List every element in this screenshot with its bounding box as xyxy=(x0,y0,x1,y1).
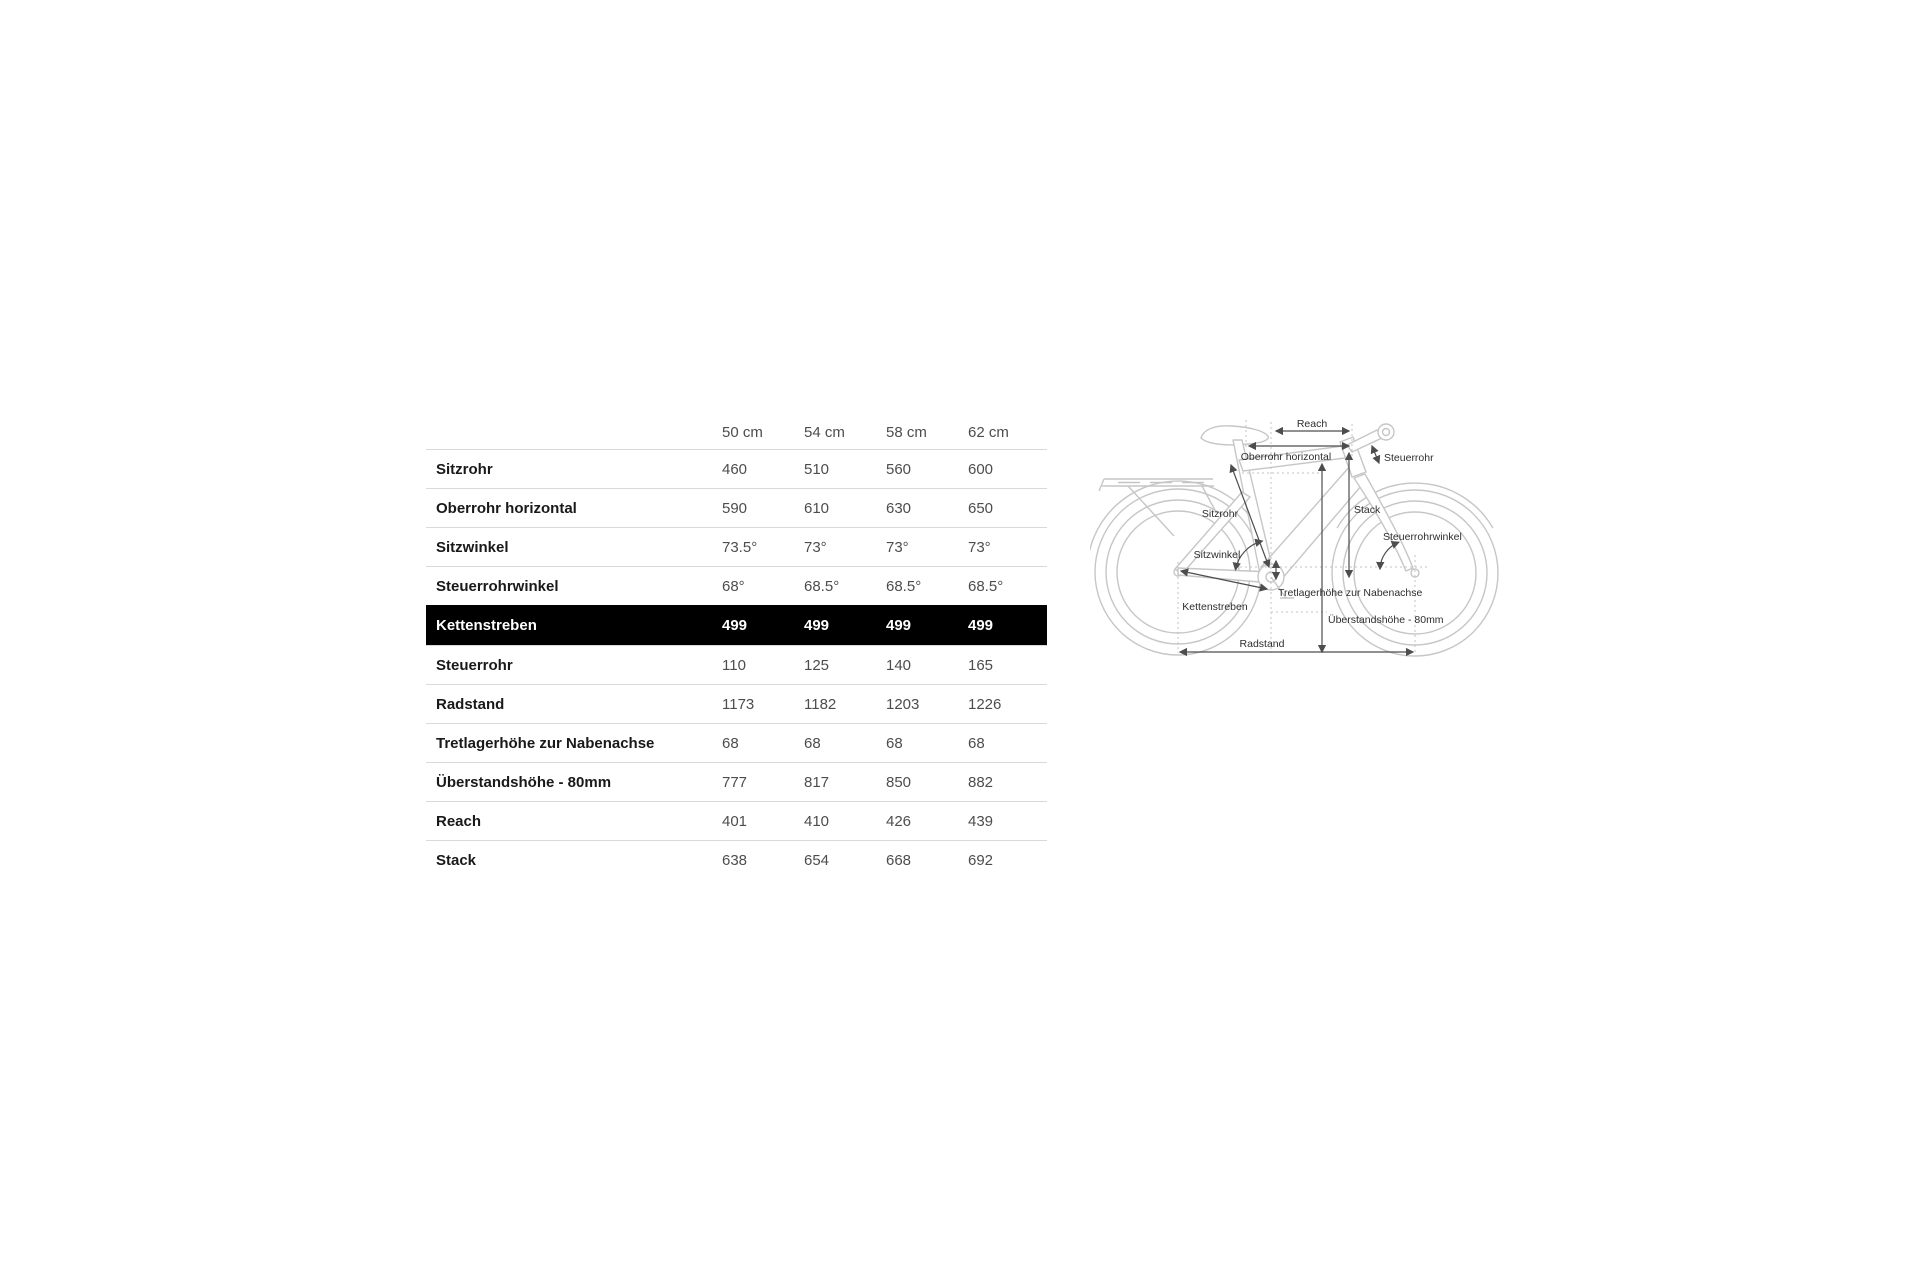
reference-lines xyxy=(1177,420,1430,653)
row-label: Radstand xyxy=(436,695,505,713)
rear-rack xyxy=(1098,478,1217,537)
row-value: 692 xyxy=(968,851,994,869)
row-label: Stack xyxy=(436,851,477,869)
row-value: 638 xyxy=(722,851,748,869)
row-value: 73.5° xyxy=(722,538,758,556)
saddle xyxy=(1200,425,1269,446)
down-tube xyxy=(1261,464,1368,581)
row-label: Sitzwinkel xyxy=(436,538,509,556)
table-header-row: 50 cm 54 cm 58 cm 62 cm xyxy=(426,415,1047,449)
row-value: 426 xyxy=(886,812,912,830)
row-value: 140 xyxy=(886,656,912,674)
label-ueberstandshoehe: Überstandshöhe - 80mm xyxy=(1328,614,1444,626)
label-steuerrohrwinkel: Steuerrohrwinkel xyxy=(1383,531,1462,543)
row-value: 668 xyxy=(886,851,912,869)
row-value: 68.5° xyxy=(968,577,1004,595)
row-label: Oberrohr horizontal xyxy=(436,499,577,517)
label-oberrohr: Oberrohr horizontal xyxy=(1241,451,1331,463)
table-row-tretlagerhoehe[interactable]: Tretlagerhöhe zur Nabenachse 68 68 68 68 xyxy=(426,723,1047,762)
row-label: Kettenstreben xyxy=(436,617,537,634)
bike-geometry-diagram: Reach Oberrohr horizontal Steuerrohr Sit… xyxy=(1090,418,1499,657)
diagram-labels: Reach Oberrohr horizontal Steuerrohr Sit… xyxy=(1182,418,1461,650)
steuerrohrwinkel-arc xyxy=(1376,540,1400,571)
column-header-62cm: 62 cm xyxy=(968,423,1009,441)
label-sitzwinkel: Sitzwinkel xyxy=(1194,549,1241,561)
row-value: 590 xyxy=(722,499,748,517)
label-radstand: Radstand xyxy=(1240,638,1285,650)
table-row-steuerrohr[interactable]: Steuerrohr 110 125 140 165 xyxy=(426,645,1047,684)
row-value: 600 xyxy=(968,460,994,478)
row-value: 165 xyxy=(968,656,994,674)
row-value: 410 xyxy=(804,812,830,830)
row-value: 654 xyxy=(804,851,830,869)
row-value: 777 xyxy=(722,773,748,791)
row-value: 68 xyxy=(968,734,985,752)
row-label: Steuerrohr xyxy=(436,656,513,674)
row-value: 68 xyxy=(804,734,821,752)
label-stack: Stack xyxy=(1354,504,1381,516)
table-row-stack[interactable]: Stack 638 654 668 692 xyxy=(426,840,1047,879)
row-value: 125 xyxy=(804,656,830,674)
table-row-steuerrohrwinkel[interactable]: Steuerrohrwinkel 68° 68.5° 68.5° 68.5° xyxy=(426,566,1047,605)
row-value: 499 xyxy=(886,617,912,634)
row-value: 850 xyxy=(886,773,912,791)
chain-stay xyxy=(1177,567,1272,584)
row-label: Tretlagerhöhe zur Nabenachse xyxy=(436,734,655,752)
row-value: 630 xyxy=(886,499,912,517)
row-value: 499 xyxy=(968,617,994,634)
column-header-54cm: 54 cm xyxy=(804,423,845,441)
table-row-reach[interactable]: Reach 401 410 426 439 xyxy=(426,801,1047,840)
row-value: 1173 xyxy=(722,695,755,713)
front-fender xyxy=(1336,482,1494,529)
row-value: 1203 xyxy=(886,695,920,713)
row-value: 68 xyxy=(886,734,903,752)
geometry-table: 50 cm 54 cm 58 cm 62 cm Sitzrohr 460 510… xyxy=(426,415,1047,879)
row-label: Überstandshöhe - 80mm xyxy=(436,773,612,791)
row-label: Sitzrohr xyxy=(436,460,493,478)
row-value: 1182 xyxy=(804,695,837,713)
row-value: 510 xyxy=(804,460,830,478)
row-label: Steuerrohrwinkel xyxy=(436,577,559,595)
row-value: 560 xyxy=(886,460,912,478)
label-tretlagerhoehe: Tretlagerhöhe zur Nabenachse xyxy=(1278,587,1423,599)
row-value: 73° xyxy=(804,538,827,556)
row-value: 68 xyxy=(722,734,739,752)
row-value: 401 xyxy=(722,812,748,830)
label-sitzrohr: Sitzrohr xyxy=(1202,508,1239,520)
row-value: 439 xyxy=(968,812,994,830)
row-value: 817 xyxy=(804,773,830,791)
table-row-ueberstandshoehe[interactable]: Überstandshöhe - 80mm 777 817 850 882 xyxy=(426,762,1047,801)
sitzwinkel-arc xyxy=(1232,538,1264,572)
label-kettenstreben: Kettenstreben xyxy=(1182,601,1248,613)
row-value: 1226 xyxy=(968,695,1002,713)
table-row-oberrohr-horizontal[interactable]: Oberrohr horizontal 590 610 630 650 xyxy=(426,488,1047,527)
row-value: 68.5° xyxy=(804,577,840,595)
row-value: 650 xyxy=(968,499,994,517)
label-steuerrohr: Steuerrohr xyxy=(1384,452,1434,464)
row-value: 68° xyxy=(722,577,745,595)
table-row-kettenstreben-highlighted[interactable]: Kettenstreben 499 499 499 499 xyxy=(426,605,1047,645)
column-header-50cm: 50 cm xyxy=(722,423,763,441)
row-value: 499 xyxy=(722,617,748,634)
kettenstreben-arrow xyxy=(1179,568,1269,592)
handlebar-grip xyxy=(1377,423,1395,441)
row-value: 73° xyxy=(886,538,909,556)
row-value: 882 xyxy=(968,773,994,791)
table-row-radstand[interactable]: Radstand 1173 1182 1203 1226 xyxy=(426,684,1047,723)
table-row-sitzrohr[interactable]: Sitzrohr 460 510 560 600 xyxy=(426,449,1047,488)
dimension-arrows xyxy=(1178,426,1415,657)
row-value: 73° xyxy=(968,538,991,556)
row-value: 460 xyxy=(722,460,748,478)
row-label: Reach xyxy=(436,812,482,830)
row-value: 68.5° xyxy=(886,577,922,595)
steuerrohr-arrow xyxy=(1370,444,1381,465)
row-value: 110 xyxy=(722,656,746,674)
table-row-sitzwinkel[interactable]: Sitzwinkel 73.5° 73° 73° 73° xyxy=(426,527,1047,566)
label-reach: Reach xyxy=(1297,418,1328,430)
row-value: 499 xyxy=(804,617,830,634)
row-value: 610 xyxy=(804,499,830,517)
column-header-58cm: 58 cm xyxy=(886,423,927,441)
